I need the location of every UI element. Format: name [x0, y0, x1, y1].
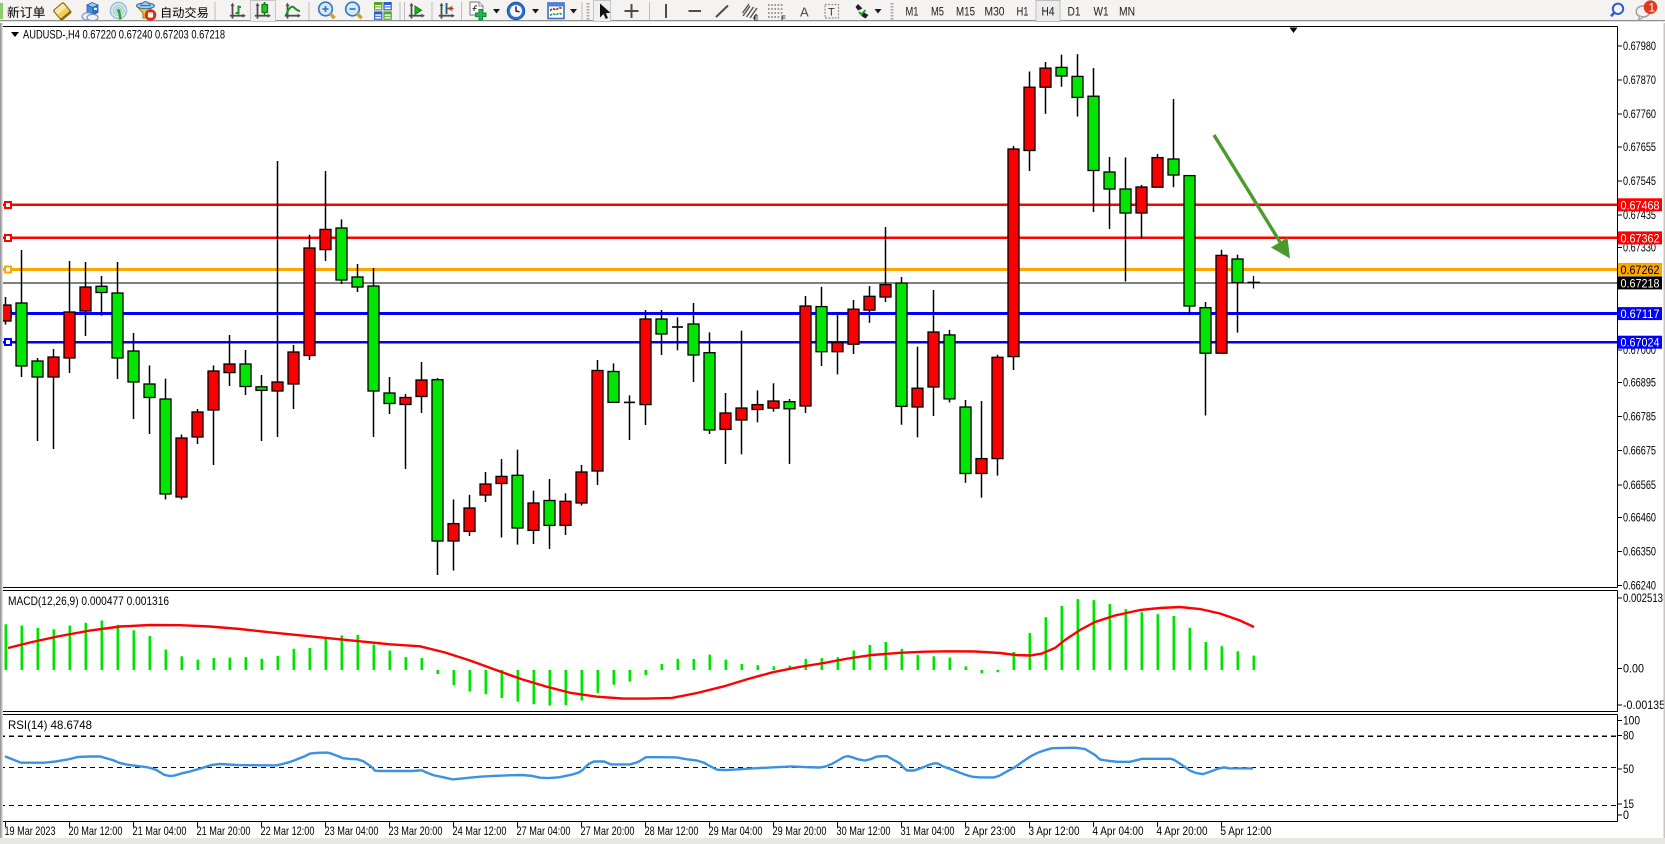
svg-text:0.66460: 0.66460 — [1623, 510, 1656, 524]
svg-text:T: T — [828, 7, 835, 19]
svg-text:0: 0 — [1623, 808, 1629, 822]
svg-text:4 Apr 04:00: 4 Apr 04:00 — [1093, 824, 1144, 838]
svg-text:MN: MN — [1119, 7, 1135, 19]
svg-text:0.66350: 0.66350 — [1623, 545, 1656, 559]
svg-text:AUDUSD-,H4 0.67220 0.67240 0.: AUDUSD-,H4 0.67220 0.67240 0.67203 0.672… — [23, 28, 225, 42]
svg-text:0.67980: 0.67980 — [1623, 39, 1656, 53]
svg-text:0.67262: 0.67262 — [1621, 263, 1660, 277]
svg-text:W1: W1 — [1094, 7, 1109, 19]
svg-text:MACD(12,26,9) 0.000477 0.00131: MACD(12,26,9) 0.000477 0.001316 — [8, 594, 169, 608]
svg-text:E: E — [754, 14, 759, 23]
svg-text:23 Mar 04:00: 23 Mar 04:00 — [325, 824, 379, 838]
svg-text:RSI(14) 48.6748: RSI(14) 48.6748 — [8, 718, 92, 732]
svg-text:0.66675: 0.66675 — [1623, 444, 1656, 458]
svg-text:30 Mar 12:00: 30 Mar 12:00 — [837, 824, 891, 838]
svg-text:0.66895: 0.66895 — [1623, 376, 1656, 390]
svg-text:3 Apr 12:00: 3 Apr 12:00 — [1029, 824, 1080, 838]
svg-text:M15: M15 — [956, 7, 975, 19]
svg-text:A: A — [800, 5, 809, 20]
svg-text:29 Mar 04:00: 29 Mar 04:00 — [709, 824, 763, 838]
svg-text:0.67024: 0.67024 — [1621, 336, 1660, 350]
svg-text:80: 80 — [1623, 728, 1634, 742]
svg-text:15: 15 — [1623, 797, 1634, 811]
svg-text:2 Apr 23:00: 2 Apr 23:00 — [965, 824, 1016, 838]
svg-text:0.67117: 0.67117 — [1621, 307, 1660, 321]
svg-text:27 Mar 04:00: 27 Mar 04:00 — [517, 824, 571, 838]
svg-text:0.00: 0.00 — [1623, 662, 1644, 676]
svg-text:0.67760: 0.67760 — [1623, 107, 1656, 121]
svg-text:24 Mar 12:00: 24 Mar 12:00 — [453, 824, 507, 838]
svg-text:0.66785: 0.66785 — [1623, 410, 1656, 424]
svg-text:-0.00135: -0.00135 — [1623, 698, 1665, 712]
svg-text:100: 100 — [1623, 714, 1640, 728]
svg-text:0.67655: 0.67655 — [1623, 140, 1656, 154]
svg-text:0.67362: 0.67362 — [1621, 231, 1660, 245]
svg-text:0.67468: 0.67468 — [1621, 198, 1660, 212]
svg-text:0.67545: 0.67545 — [1623, 174, 1656, 188]
svg-text:27 Mar 20:00: 27 Mar 20:00 — [581, 824, 635, 838]
svg-text:4 Apr 20:00: 4 Apr 20:00 — [1157, 824, 1208, 838]
svg-text:22 Mar 12:00: 22 Mar 12:00 — [261, 824, 315, 838]
svg-text:0.67435: 0.67435 — [1623, 208, 1656, 222]
svg-text:20 Mar 12:00: 20 Mar 12:00 — [69, 824, 123, 838]
svg-text:M5: M5 — [931, 7, 944, 19]
svg-text:0.002513: 0.002513 — [1623, 591, 1663, 605]
svg-text:5 Apr 12:00: 5 Apr 12:00 — [1221, 824, 1272, 838]
svg-text:19 Mar 2023: 19 Mar 2023 — [5, 824, 56, 838]
svg-text:D1: D1 — [1068, 7, 1081, 19]
svg-text:28 Mar 12:00: 28 Mar 12:00 — [645, 824, 699, 838]
svg-text:H1: H1 — [1017, 7, 1029, 19]
svg-text:F: F — [781, 14, 786, 23]
svg-text:0.67218: 0.67218 — [1621, 276, 1660, 290]
svg-text:0.66240: 0.66240 — [1623, 579, 1656, 593]
svg-text:23 Mar 20:00: 23 Mar 20:00 — [389, 824, 443, 838]
svg-text:M1: M1 — [906, 7, 919, 19]
svg-text:21 Mar 20:00: 21 Mar 20:00 — [197, 824, 251, 838]
svg-text:21 Mar 04:00: 21 Mar 04:00 — [133, 824, 187, 838]
svg-text:H4: H4 — [1042, 7, 1056, 19]
svg-text:50: 50 — [1623, 762, 1634, 776]
svg-text:1: 1 — [1649, 2, 1655, 14]
svg-text:M30: M30 — [985, 7, 1005, 19]
svg-text:31 Mar 04:00: 31 Mar 04:00 — [901, 824, 955, 838]
svg-text:29 Mar 20:00: 29 Mar 20:00 — [773, 824, 827, 838]
svg-text:0.66565: 0.66565 — [1623, 478, 1656, 492]
svg-text:0.67870: 0.67870 — [1623, 73, 1656, 87]
